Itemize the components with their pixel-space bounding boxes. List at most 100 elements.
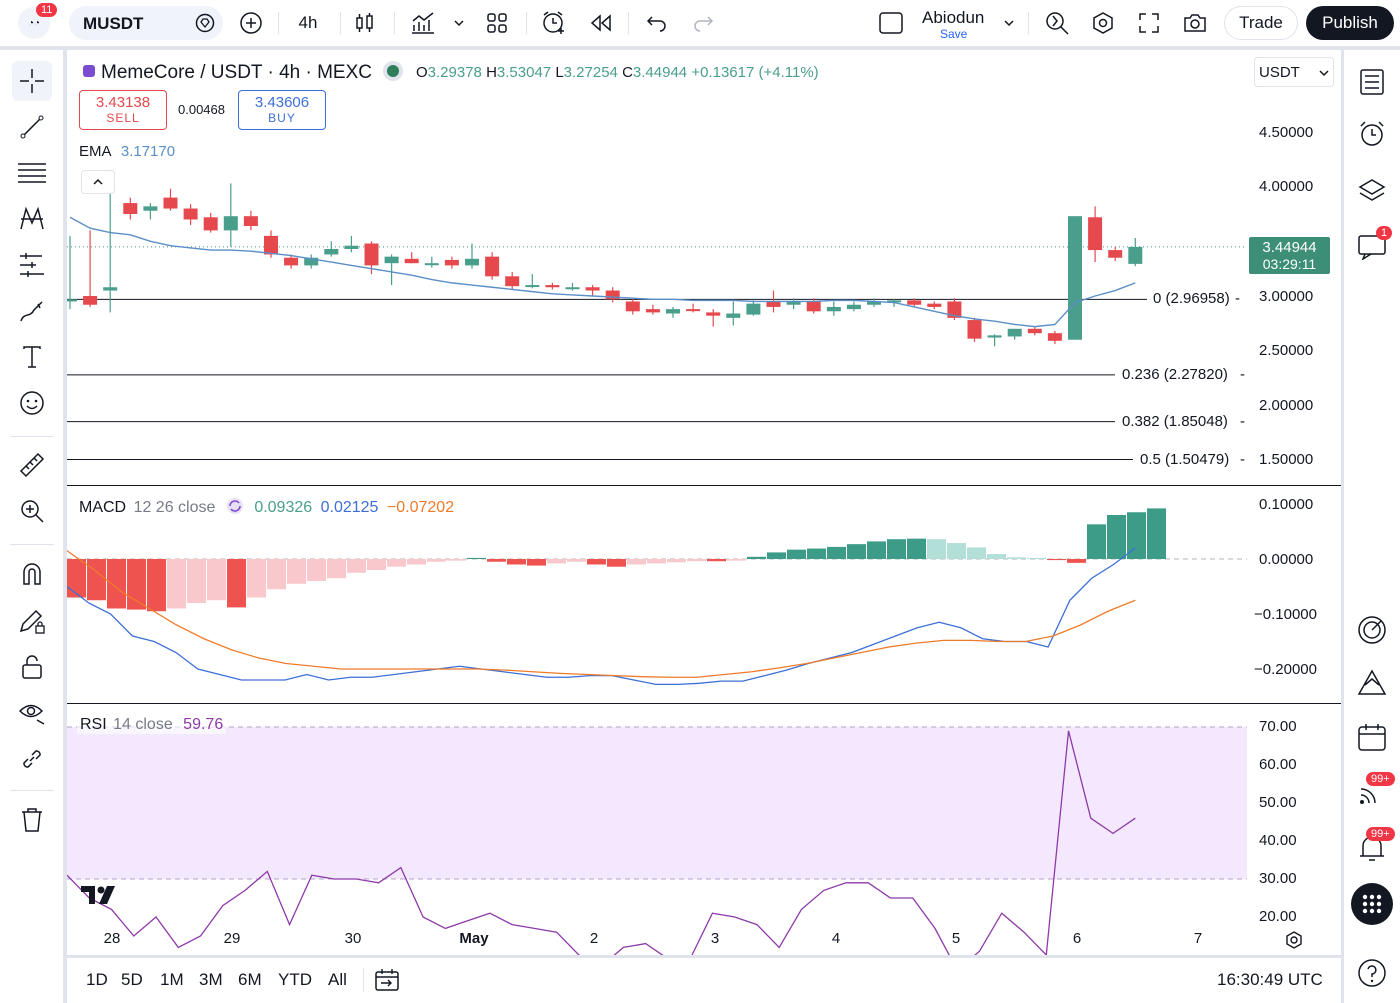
notifications-badge: 99+: [1366, 827, 1395, 841]
pane-separator[interactable]: [67, 485, 1341, 486]
ruler-icon[interactable]: [12, 445, 52, 485]
notification-badge: 11: [36, 3, 58, 17]
lock-drawing-icon[interactable]: [12, 601, 52, 641]
candle-body: [1047, 333, 1062, 341]
macd-hist-bar: [347, 559, 366, 573]
candle-body: [264, 235, 278, 255]
eye-icon[interactable]: [12, 693, 52, 733]
calendar-icon[interactable]: [1352, 717, 1392, 757]
brush-icon[interactable]: [12, 291, 52, 331]
settings-icon[interactable]: [1088, 0, 1118, 46]
zoom-in-icon[interactable]: [12, 491, 52, 531]
chart-area[interactable]: MemeCore / USDT · 4h · MEXC O3.29378 H3.…: [67, 50, 1341, 955]
buy-button[interactable]: 3.43606 BUY: [238, 90, 326, 130]
date-range-icon[interactable]: [374, 968, 400, 994]
quick-search-icon[interactable]: [1040, 0, 1074, 46]
chevron-down-icon[interactable]: [450, 0, 468, 46]
pattern-icon[interactable]: [12, 199, 52, 239]
candle-body: [907, 300, 922, 305]
watchlist-icon[interactable]: [1352, 62, 1392, 102]
ema-legend[interactable]: EMA 3.17170: [79, 143, 176, 160]
layout-square-icon[interactable]: [876, 0, 906, 46]
range-6m[interactable]: 6M: [238, 970, 262, 989]
last-price-tag: 3.44944 03:29:11: [1249, 237, 1330, 274]
chat-icon[interactable]: 1: [1352, 226, 1393, 266]
utc-clock[interactable]: 16:30:49 UTC: [1217, 970, 1323, 989]
axis-settings-icon[interactable]: [1284, 930, 1304, 950]
rsi-line: [67, 730, 1136, 955]
market-status-icon[interactable]: [387, 65, 400, 77]
tradingview-logo-icon: [81, 884, 121, 906]
candle-body: [766, 301, 781, 307]
crosshair-icon[interactable]: [12, 61, 52, 101]
candle-body: [1027, 328, 1042, 334]
chart-title[interactable]: MemeCore / USDT · 4h · MEXC: [83, 62, 400, 84]
magnet-icon[interactable]: [12, 555, 52, 595]
alarm-clock-icon[interactable]: [1352, 114, 1392, 154]
account-menu[interactable]: Abiodun Save: [914, 6, 996, 41]
interval-button[interactable]: 4h: [298, 13, 318, 32]
range-all[interactable]: All: [328, 970, 347, 989]
macd-hist-bar: [927, 539, 946, 559]
replay-icon[interactable]: [586, 0, 616, 46]
publish-button[interactable]: Publish: [1306, 6, 1394, 40]
avatar[interactable]: ◔◔ 11: [14, 0, 58, 46]
layouts-grid-icon[interactable]: [482, 0, 512, 46]
compare-add-icon[interactable]: [236, 0, 266, 46]
candle-body: [1007, 328, 1022, 337]
coin-logo-icon: [83, 65, 95, 77]
lock-open-icon[interactable]: [12, 647, 52, 687]
candle-body: [806, 301, 821, 312]
range-1m[interactable]: 1M: [160, 970, 184, 989]
rsi-legend[interactable]: RSI 14 close 59.76: [77, 716, 227, 734]
indicators-icon[interactable]: [406, 0, 440, 46]
candle-body: [444, 259, 459, 266]
layers-icon[interactable]: [1352, 170, 1392, 210]
date-axis-label: 3: [710, 930, 720, 947]
macd-hist-bar: [527, 559, 546, 566]
sell-button[interactable]: 3.43138 SELL: [79, 90, 167, 130]
target-icon[interactable]: [1352, 610, 1392, 650]
trade-button[interactable]: Trade: [1224, 6, 1298, 40]
range-5d[interactable]: 5D: [121, 970, 143, 989]
macd-hist-bar: [67, 559, 86, 598]
forecast-icon[interactable]: [12, 245, 52, 285]
undo-icon[interactable]: [642, 0, 672, 46]
rsi-axis-label: 20.00: [1259, 908, 1297, 925]
chart-canvas[interactable]: [67, 50, 1341, 955]
macd-hist-bar: [207, 559, 226, 601]
rsi-axis-label: 60.00: [1259, 756, 1297, 773]
candles-style-icon[interactable]: [350, 0, 380, 46]
camera-icon[interactable]: [1180, 0, 1210, 46]
pane-separator[interactable]: [67, 703, 1341, 704]
symbol-search[interactable]: MUSDT: [69, 6, 223, 40]
range-1d[interactable]: 1D: [86, 970, 108, 989]
account-chevron-icon[interactable]: [1000, 0, 1018, 46]
date-axis-label: May: [459, 930, 489, 947]
streams-icon[interactable]: 99+: [1352, 772, 1395, 812]
price-axis-label: 2.00000: [1259, 397, 1314, 414]
link-icon[interactable]: [12, 739, 52, 779]
trash-icon[interactable]: [12, 800, 52, 840]
fullscreen-icon[interactable]: [1134, 0, 1164, 46]
ideas-icon[interactable]: [1352, 663, 1392, 703]
emoji-icon[interactable]: [12, 383, 52, 423]
fib-level-dash: -: [1240, 451, 1245, 468]
diamond-icon[interactable]: [195, 13, 215, 33]
symbol-title: MemeCore / USDT · 4h · MEXC: [101, 62, 372, 83]
redo-icon[interactable]: [688, 0, 718, 46]
collapse-legend-button[interactable]: [81, 170, 115, 194]
range-3m[interactable]: 3M: [199, 970, 223, 989]
macd-hist-bar: [607, 559, 626, 567]
macd-legend[interactable]: MACD 12 26 close 0.09326 0.02125 −0.0720…: [79, 498, 455, 516]
apps-grid-icon[interactable]: [1351, 883, 1393, 925]
alert-clock-icon[interactable]: [538, 0, 570, 46]
currency-select[interactable]: USDT: [1254, 57, 1334, 87]
range-ytd[interactable]: YTD: [278, 970, 312, 989]
text-icon[interactable]: [12, 337, 52, 377]
help-icon[interactable]: [1352, 953, 1392, 993]
candle-body: [605, 290, 620, 300]
trend-line-icon[interactable]: [12, 107, 52, 147]
notifications-icon[interactable]: 99+: [1352, 827, 1395, 867]
fib-retracement-icon[interactable]: [12, 153, 52, 193]
